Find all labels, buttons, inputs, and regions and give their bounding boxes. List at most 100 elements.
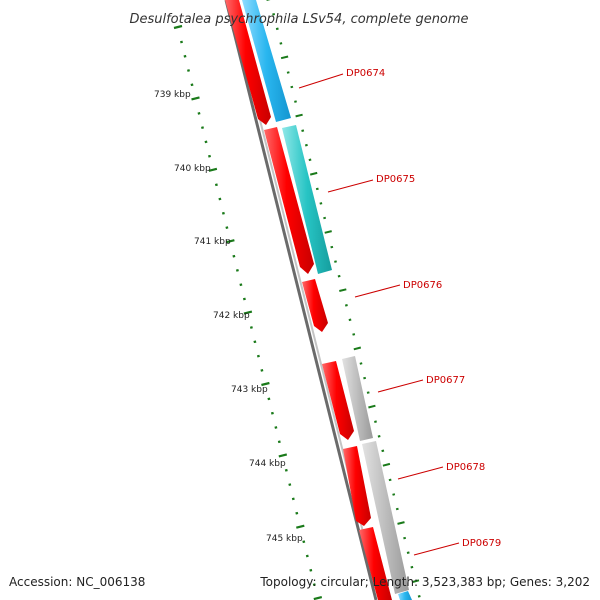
minor-tick <box>319 202 323 205</box>
minor-tick <box>204 140 208 144</box>
gene-label: DP0676 <box>403 280 442 291</box>
minor-tick <box>208 154 211 158</box>
scale-label: 741 kbp <box>194 237 231 247</box>
minor-tick <box>279 42 283 45</box>
minor-tick <box>270 411 274 415</box>
minor-tick <box>395 507 399 511</box>
minor-tick <box>377 435 381 438</box>
minor-tick <box>403 536 407 540</box>
blue-feature-block <box>398 591 412 600</box>
cds-track <box>225 0 392 600</box>
cds-arrow <box>343 446 371 526</box>
accession-text: Accession: NC_006138 <box>9 575 145 589</box>
minor-tick <box>275 27 279 31</box>
gene-leader-line <box>354 284 401 298</box>
minor-tick <box>274 426 278 429</box>
cds-arrow <box>225 0 271 125</box>
minor-tick <box>344 304 348 307</box>
minor-tick <box>392 493 396 496</box>
minor-tick <box>260 369 264 372</box>
genome-summary-text: Topology: circular; Length: 3,523,383 bp… <box>259 575 590 589</box>
minor-tick <box>242 297 246 301</box>
major-tick <box>397 521 405 525</box>
minor-tick <box>410 565 414 569</box>
scale-label: 739 kbp <box>154 90 191 100</box>
minor-tick <box>301 129 305 132</box>
minor-tick <box>363 376 367 380</box>
cds-arrow <box>264 127 314 274</box>
major-tick <box>173 24 183 30</box>
minor-tick <box>284 468 288 472</box>
major-tick <box>324 230 332 234</box>
major-tick <box>313 596 323 600</box>
minor-tick <box>218 197 222 201</box>
minor-tick <box>337 274 341 278</box>
scale-label: 744 kbp <box>249 459 286 469</box>
blue-feature-block <box>242 0 291 122</box>
scale-label: 742 kbp <box>213 311 250 321</box>
minor-tick <box>235 269 239 272</box>
minor-tick <box>302 540 306 544</box>
major-tick <box>208 167 218 172</box>
major-tick <box>368 404 376 409</box>
map-title: Desulfotalea psychrophila LSv54, complet… <box>129 12 468 27</box>
minor-tick <box>253 340 257 344</box>
minor-tick <box>323 216 327 220</box>
minor-tick <box>267 397 271 401</box>
minor-tick <box>256 354 260 358</box>
scale-label: 740 kbp <box>174 164 211 174</box>
gene-label: DP0674 <box>346 68 385 79</box>
minor-tick <box>277 440 281 444</box>
major-tick <box>226 239 235 244</box>
major-tick <box>309 171 318 176</box>
minor-tick <box>366 391 370 394</box>
minor-tick <box>239 283 243 287</box>
minor-tick <box>359 362 363 365</box>
gene-label: DP0679 <box>462 538 501 549</box>
minor-tick <box>315 187 319 191</box>
cds-arrow <box>302 279 328 332</box>
minor-tick <box>291 497 295 501</box>
gene-leader-line <box>327 179 374 193</box>
minor-tick <box>286 71 290 74</box>
outer-ring-ticks <box>266 0 421 598</box>
minor-tick <box>309 568 313 572</box>
minor-tick <box>334 260 337 263</box>
minor-tick <box>290 85 294 89</box>
minor-tick <box>417 595 421 598</box>
major-tick <box>296 524 305 529</box>
gene-leader-line <box>377 379 424 393</box>
minor-tick <box>308 158 312 162</box>
minor-tick <box>183 54 187 58</box>
gene-leader-line <box>397 466 444 480</box>
major-tick <box>339 288 347 292</box>
scale-label: 745 kbp <box>266 534 303 544</box>
gene-leader-line <box>298 73 344 89</box>
minor-tick <box>305 554 309 558</box>
minor-tick <box>294 100 297 103</box>
minor-tick <box>381 449 385 453</box>
scale-label: 743 kbp <box>231 385 268 395</box>
cds-arrow <box>322 361 354 440</box>
gene-leader-line <box>413 542 460 556</box>
minor-tick <box>288 483 292 486</box>
gene-label: DP0675 <box>376 174 415 185</box>
minor-tick <box>272 13 276 16</box>
gray-feature-block <box>342 356 373 441</box>
minor-tick <box>406 551 410 554</box>
major-tick <box>353 346 362 351</box>
minor-tick <box>304 143 308 147</box>
feature-track-outer <box>242 0 412 600</box>
minor-tick <box>187 69 190 72</box>
minor-tick <box>352 333 356 336</box>
minor-tick <box>197 112 201 115</box>
minor-tick <box>348 318 352 322</box>
minor-tick <box>201 126 204 129</box>
major-tick <box>280 55 289 60</box>
scale-ticks <box>173 24 323 600</box>
minor-tick <box>330 245 334 249</box>
cds-arrow <box>359 527 392 600</box>
major-tick <box>261 381 270 387</box>
teal-feature-block <box>282 125 332 274</box>
